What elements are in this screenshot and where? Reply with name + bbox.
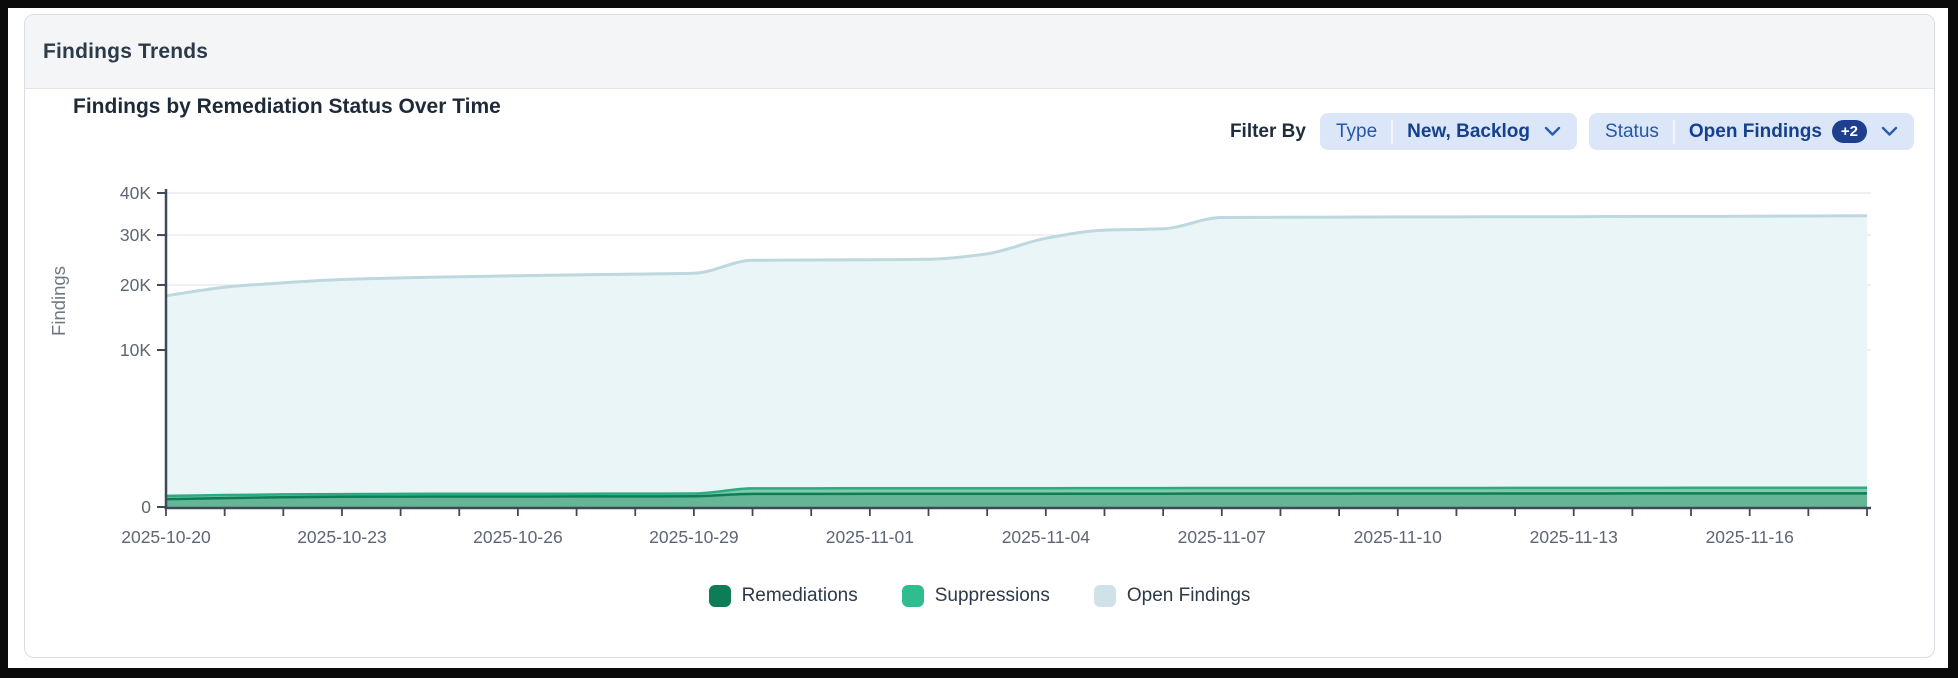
legend-label: Suppressions bbox=[934, 585, 1050, 606]
filter-bar: Filter By Type New, Backlog Status Open … bbox=[1230, 113, 1914, 150]
card-title: Findings Trends bbox=[43, 39, 209, 63]
status-filter-label: Status bbox=[1605, 120, 1659, 142]
svg-text:2025-11-10: 2025-11-10 bbox=[1354, 527, 1442, 547]
legend-item-remediations[interactable]: Remediations bbox=[708, 585, 858, 607]
legend-label: Open Findings bbox=[1126, 585, 1251, 606]
findings-trend-chart: 0 10K 20K 30K 40K 2025-10-20 2025-10-23 2025-10… bbox=[48, 183, 1871, 547]
svg-text:2025-11-07: 2025-11-07 bbox=[1178, 527, 1266, 547]
status-filter-dropdown[interactable]: Status Open Findings +2 bbox=[1589, 113, 1914, 150]
findings-trends-card: Findings Trends Findings by Remediation … bbox=[24, 14, 1935, 658]
remediations-swatch-icon bbox=[708, 585, 731, 607]
filter-by-label: Filter By bbox=[1229, 120, 1306, 142]
svg-text:2025-11-16: 2025-11-16 bbox=[1706, 527, 1794, 547]
chevron-down-icon bbox=[1544, 126, 1561, 136]
svg-text:Findings: Findings bbox=[48, 266, 69, 336]
card-body: Findings by Remediation Status Over Time… bbox=[25, 89, 1934, 657]
legend-label: Remediations bbox=[741, 585, 858, 606]
type-filter-dropdown[interactable]: Type New, Backlog bbox=[1319, 113, 1578, 150]
open-findings-swatch-icon bbox=[1093, 585, 1116, 607]
svg-text:2025-10-29: 2025-10-29 bbox=[649, 527, 739, 547]
card-header: Findings Trends bbox=[25, 15, 1934, 89]
chart-title: Findings by Remediation Status Over Time bbox=[73, 95, 501, 118]
svg-text:2025-11-04: 2025-11-04 bbox=[1002, 527, 1090, 547]
svg-text:2025-11-13: 2025-11-13 bbox=[1530, 527, 1618, 547]
svg-text:30K: 30K bbox=[120, 225, 151, 245]
chart-legend: Remediations Suppressions Open Findings bbox=[25, 585, 1934, 607]
svg-text:2025-10-23: 2025-10-23 bbox=[297, 527, 387, 547]
type-filter-value: New, Backlog bbox=[1407, 120, 1531, 142]
chart-area: 0 10K 20K 30K 40K 2025-10-20 2025-10-23 2025-10… bbox=[25, 151, 1936, 571]
legend-item-open-findings[interactable]: Open Findings bbox=[1093, 585, 1251, 607]
svg-text:20K: 20K bbox=[120, 275, 151, 295]
chevron-down-icon bbox=[1881, 126, 1898, 136]
svg-text:0: 0 bbox=[141, 497, 151, 517]
status-filter-value: Open Findings bbox=[1688, 120, 1822, 142]
svg-text:10K: 10K bbox=[120, 340, 151, 360]
type-filter-label: Type bbox=[1335, 120, 1378, 142]
svg-text:2025-11-01: 2025-11-01 bbox=[826, 527, 914, 547]
extra-count-badge: +2 bbox=[1831, 120, 1867, 143]
pill-divider bbox=[1391, 119, 1394, 144]
svg-text:2025-10-26: 2025-10-26 bbox=[473, 527, 563, 547]
svg-text:40K: 40K bbox=[120, 183, 151, 203]
legend-item-suppressions[interactable]: Suppressions bbox=[901, 585, 1050, 607]
suppressions-swatch-icon bbox=[901, 585, 924, 607]
svg-text:2025-10-20: 2025-10-20 bbox=[121, 527, 211, 547]
pill-divider bbox=[1672, 119, 1675, 144]
